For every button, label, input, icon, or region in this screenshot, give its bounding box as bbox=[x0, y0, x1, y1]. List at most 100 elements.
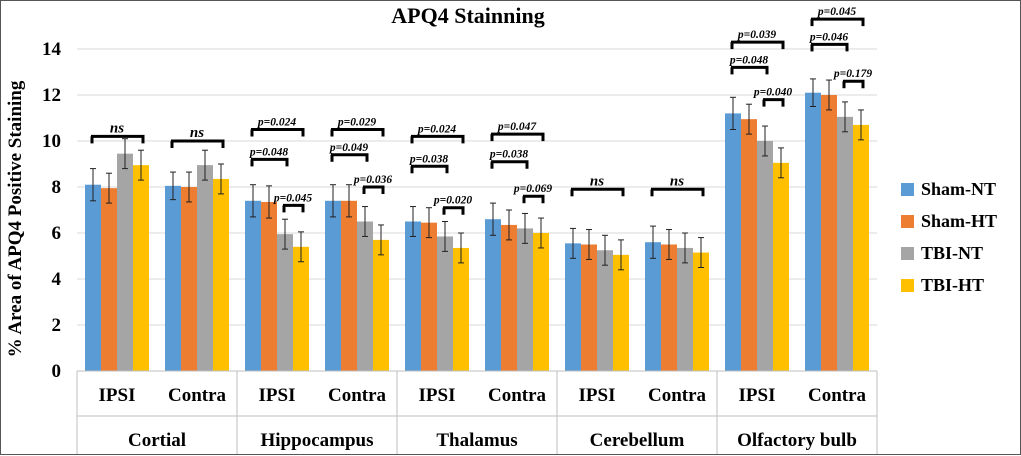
x-group-label: Thalamus bbox=[436, 430, 517, 451]
error-bar bbox=[298, 231, 304, 263]
bar-tbi-nt-1 bbox=[197, 165, 213, 371]
significance-p-value: p=0.038 bbox=[409, 153, 448, 165]
legend-item[interactable]: Sham-NT bbox=[901, 179, 996, 199]
legend-label: Sham-NT bbox=[921, 179, 996, 199]
bar-tbi-nt-9 bbox=[837, 116, 853, 371]
error-bar bbox=[538, 217, 544, 249]
significance-bracket bbox=[443, 206, 465, 215]
y-axis-ticks: 0 2 4 6 8 10 12 14 bbox=[42, 39, 62, 382]
legend-item[interactable]: TBI-NT bbox=[901, 243, 983, 263]
x-group-label: Cortial bbox=[128, 430, 186, 451]
bar-sham-nt-5 bbox=[485, 219, 501, 371]
x-category-label: IPSI bbox=[419, 385, 456, 406]
significance-bracket bbox=[491, 132, 545, 142]
bar-tbi-nt-5 bbox=[517, 228, 533, 371]
x-category-label: Contra bbox=[488, 385, 547, 406]
bar-tbi-nt-2 bbox=[277, 234, 293, 371]
error-bar bbox=[762, 125, 768, 157]
legend-label: TBI-HT bbox=[921, 275, 984, 295]
significance-p-value: p=0.039 bbox=[737, 29, 776, 41]
x-category-label: IPSI bbox=[259, 385, 296, 406]
significance-bracket bbox=[283, 203, 305, 213]
x-group-label: Hippocampus bbox=[261, 430, 374, 451]
y-tick-label: 10 bbox=[42, 131, 61, 152]
bar-sham-ht-3 bbox=[341, 200, 357, 371]
significance-bracket bbox=[843, 79, 865, 89]
error-bar bbox=[490, 202, 496, 236]
bar-sham-ht-6 bbox=[581, 244, 597, 371]
significance-label-ns: ns bbox=[110, 120, 124, 136]
significance-p-value: p=0.040 bbox=[753, 87, 792, 99]
error-bar bbox=[90, 168, 96, 202]
bar-sham-nt-9 bbox=[805, 92, 821, 371]
significance-bracket bbox=[251, 128, 305, 137]
bar-sham-ht-4 bbox=[421, 222, 437, 371]
significance-bracket bbox=[331, 153, 369, 162]
error-bar bbox=[330, 184, 336, 218]
significance-bracket bbox=[651, 187, 705, 197]
significance-p-value: p=0.048 bbox=[729, 54, 768, 66]
legend-swatch bbox=[901, 247, 914, 260]
bar-tbi-nt-3 bbox=[357, 221, 373, 371]
significance-bracket bbox=[571, 187, 625, 197]
y-tick-label: 2 bbox=[52, 315, 62, 336]
error-bar bbox=[250, 184, 256, 218]
bar-tbi-nt-7 bbox=[677, 247, 693, 371]
error-bar bbox=[858, 109, 864, 141]
error-bar bbox=[218, 163, 224, 195]
significance-p-value: p=0.024 bbox=[257, 117, 296, 129]
error-bar bbox=[346, 184, 352, 218]
legend-item[interactable]: Sham-HT bbox=[901, 211, 997, 231]
bar-sham-nt-0 bbox=[85, 184, 101, 371]
error-bar bbox=[522, 212, 528, 244]
bar-tbi-nt-6 bbox=[597, 250, 613, 371]
legend-item[interactable]: TBI-HT bbox=[901, 275, 984, 295]
bars bbox=[85, 92, 869, 372]
bar-sham-ht-8 bbox=[741, 119, 757, 372]
significance-bracket bbox=[523, 194, 545, 204]
bar-sham-ht-2 bbox=[261, 201, 277, 371]
x-category-label: Contra bbox=[328, 385, 387, 406]
error-bar bbox=[730, 96, 736, 130]
significance-p-value: p=0.045 bbox=[817, 6, 856, 18]
error-bar bbox=[570, 227, 576, 259]
bar-sham-ht-5 bbox=[501, 224, 517, 371]
y-axis-title: % Area of APQ4 Positive Staining bbox=[5, 80, 26, 357]
x-group-label: Olfactory bulb bbox=[737, 430, 857, 451]
error-bar bbox=[618, 239, 624, 271]
bar-sham-nt-2 bbox=[245, 200, 261, 371]
significance-bracket bbox=[411, 134, 465, 144]
significance-bracket bbox=[811, 17, 865, 27]
significance-bracket bbox=[331, 128, 385, 137]
bar-sham-nt-6 bbox=[565, 243, 581, 371]
y-tick-label: 14 bbox=[42, 39, 62, 60]
bar-tbi-nt-0 bbox=[117, 153, 133, 371]
error-bar bbox=[506, 209, 512, 241]
error-bar bbox=[778, 147, 784, 179]
error-bar bbox=[746, 103, 752, 135]
bar-tbi-ht-2 bbox=[293, 246, 309, 371]
significance-bracket bbox=[411, 164, 449, 174]
x-axis: IPSI Contra IPSI Contra IPSI Contra IPSI Contra… bbox=[76, 370, 878, 454]
significance-p-value: p=0.038 bbox=[489, 149, 528, 161]
significance-label-ns: ns bbox=[670, 173, 684, 189]
significance-bracket bbox=[251, 157, 289, 167]
bar-sham-nt-7 bbox=[645, 242, 661, 371]
significance-p-value: p=0.045 bbox=[273, 192, 312, 204]
legend-label: TBI-NT bbox=[921, 243, 983, 263]
legend[interactable]: Sham-NT Sham-HT TBI-NT TBI-HT bbox=[901, 179, 997, 295]
error-bar bbox=[586, 229, 592, 260]
x-category-label: Contra bbox=[648, 385, 707, 406]
error-bar bbox=[698, 237, 704, 268]
error-bar bbox=[442, 221, 448, 252]
bar-sham-nt-8 bbox=[725, 113, 741, 372]
significance-p-value: p=0.069 bbox=[513, 183, 552, 195]
error-bar bbox=[426, 207, 432, 239]
significance-annotations: ns ns p=0.024 p=0.048 p=0.045 p=0.029 p=0.049 p… bbox=[90, 6, 872, 215]
significance-p-value: p=0.046 bbox=[809, 31, 848, 43]
bar-tbi-ht-5 bbox=[533, 233, 549, 371]
bar-tbi-nt-8 bbox=[757, 141, 773, 371]
error-bars bbox=[90, 78, 864, 271]
error-bar bbox=[138, 149, 144, 181]
significance-bracket bbox=[491, 160, 529, 169]
